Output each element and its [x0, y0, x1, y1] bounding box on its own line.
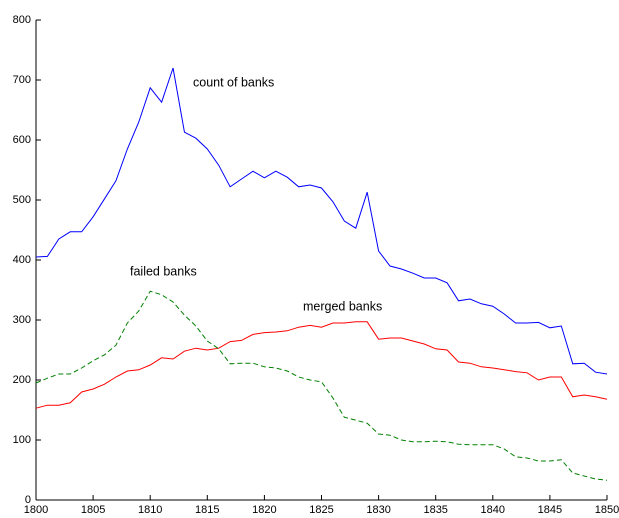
x-tick-label: 1840	[481, 504, 505, 516]
x-tick-label: 1830	[366, 504, 390, 516]
x-tick-label: 1805	[81, 504, 105, 516]
x-tick-label: 1825	[309, 504, 333, 516]
x-tick-label: 1810	[138, 504, 162, 516]
series-label: merged banks	[303, 299, 382, 313]
x-tick-label: 1835	[423, 504, 447, 516]
y-tick-label: 800	[13, 14, 31, 26]
series-line	[35, 67, 608, 375]
series-line	[35, 321, 608, 409]
x-tick-label: 1815	[195, 504, 219, 516]
y-tick-label: 400	[13, 254, 31, 266]
series-line	[35, 290, 608, 481]
y-tick-label: 600	[13, 134, 31, 146]
x-tick-label: 1820	[252, 504, 276, 516]
series-label: count of banks	[193, 75, 274, 89]
y-tick-label: 0	[25, 494, 31, 506]
y-tick-label: 200	[13, 374, 31, 386]
y-tick-label: 500	[13, 194, 31, 206]
y-tick-label: 100	[13, 434, 31, 446]
y-tick-label: 300	[13, 314, 31, 326]
x-tick-label: 1800	[24, 504, 48, 516]
series-label: failed banks	[130, 264, 197, 278]
x-tick-label: 1850	[595, 504, 619, 516]
y-tick-label: 700	[13, 74, 31, 86]
x-tick-label: 1845	[538, 504, 562, 516]
